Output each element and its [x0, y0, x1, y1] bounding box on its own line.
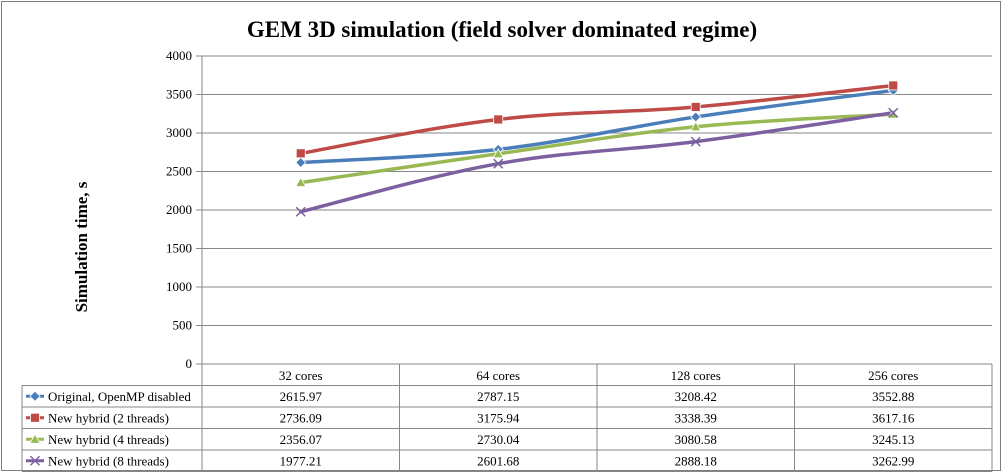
gridlines	[196, 55, 992, 365]
y-tick-label: 3000	[166, 125, 192, 140]
x-category-label: 128 cores	[671, 368, 721, 383]
legend-key	[26, 455, 44, 466]
table-cell-value: 3208.42	[675, 389, 717, 404]
table-cell-value: 2615.97	[280, 389, 323, 404]
legend-entry: New hybrid (2 threads)	[48, 411, 169, 426]
table-cell-value: 2787.15	[477, 389, 519, 404]
data-point	[888, 80, 899, 91]
series-line	[299, 88, 895, 165]
legend-key-marker	[30, 412, 40, 423]
data-point	[690, 120, 702, 132]
legend-key-marker	[29, 390, 41, 402]
data-point	[690, 136, 701, 147]
y-axis-label: Simulation time, s	[72, 181, 91, 312]
table-cell-value: 3552.88	[872, 389, 914, 404]
y-tick-labels: 0 500 1000 1500 2000 2500 3000 3500 4000	[166, 48, 192, 371]
y-tick-label: 500	[173, 318, 193, 333]
data-point	[492, 147, 504, 159]
data-point	[295, 157, 307, 169]
y-tick-label: 1500	[166, 241, 192, 256]
data-point	[690, 102, 701, 112]
table-cell-value: 3617.16	[872, 411, 915, 426]
data-point	[295, 148, 306, 159]
data-point	[493, 114, 504, 125]
y-tick-label: 3500	[166, 87, 192, 102]
series-line	[299, 111, 895, 214]
marker-stroke	[888, 107, 899, 118]
legend-key	[26, 390, 44, 402]
legend-entry: New hybrid (8 threads)	[48, 454, 169, 469]
data-point	[493, 158, 504, 169]
marker-stroke	[295, 206, 306, 217]
legend-entry: New hybrid (4 threads)	[48, 432, 169, 447]
table-cell-value: 2888.18	[675, 454, 717, 469]
marker-stroke	[493, 158, 504, 169]
data-table: 32 cores 64 cores 128 cores 256 cores Origin…	[21, 364, 993, 472]
y-tick-label: 0	[186, 356, 193, 371]
table-cell-value: 3080.58	[675, 432, 717, 447]
legend-key	[26, 412, 44, 423]
data-point	[888, 107, 899, 118]
table-cell-value: 3175.94	[477, 411, 520, 426]
table-cell-value: 1977.21	[280, 454, 322, 469]
table-cell-value: 2730.04	[477, 432, 520, 447]
legend-entry: Original, OpenMP disabled	[48, 389, 191, 404]
table-cell-value: 2736.09	[280, 411, 322, 426]
series-lines	[299, 83, 895, 214]
table-cell-value: 3338.39	[675, 411, 717, 426]
x-category-label: 32 cores	[279, 368, 323, 383]
table-cell-value: 2356.07	[280, 432, 323, 447]
x-category-label: 256 cores	[868, 368, 918, 383]
series-line	[299, 83, 895, 156]
y-tick-label: 1000	[166, 279, 192, 294]
table-cell-value: 3262.99	[872, 454, 914, 469]
marker-stroke	[690, 136, 701, 147]
y-tick-label: 2000	[166, 202, 192, 217]
data-point	[295, 206, 306, 217]
data-point	[690, 111, 702, 123]
y-tick-label: 2500	[166, 164, 192, 179]
legend-key	[26, 433, 44, 444]
data-point	[295, 176, 307, 187]
marker-stroke	[29, 455, 41, 466]
legend-key-marker	[29, 433, 41, 444]
legend-key-marker	[29, 455, 41, 466]
series-line	[299, 112, 895, 185]
series-markers	[295, 80, 899, 217]
x-category-label: 64 cores	[476, 368, 520, 383]
chart-title: GEM 3D simulation (field solver dominate…	[247, 17, 757, 42]
table-cell-value: 2601.68	[477, 454, 519, 469]
y-tick-label: 4000	[166, 48, 192, 63]
table-cell-value: 3245.13	[872, 432, 914, 447]
